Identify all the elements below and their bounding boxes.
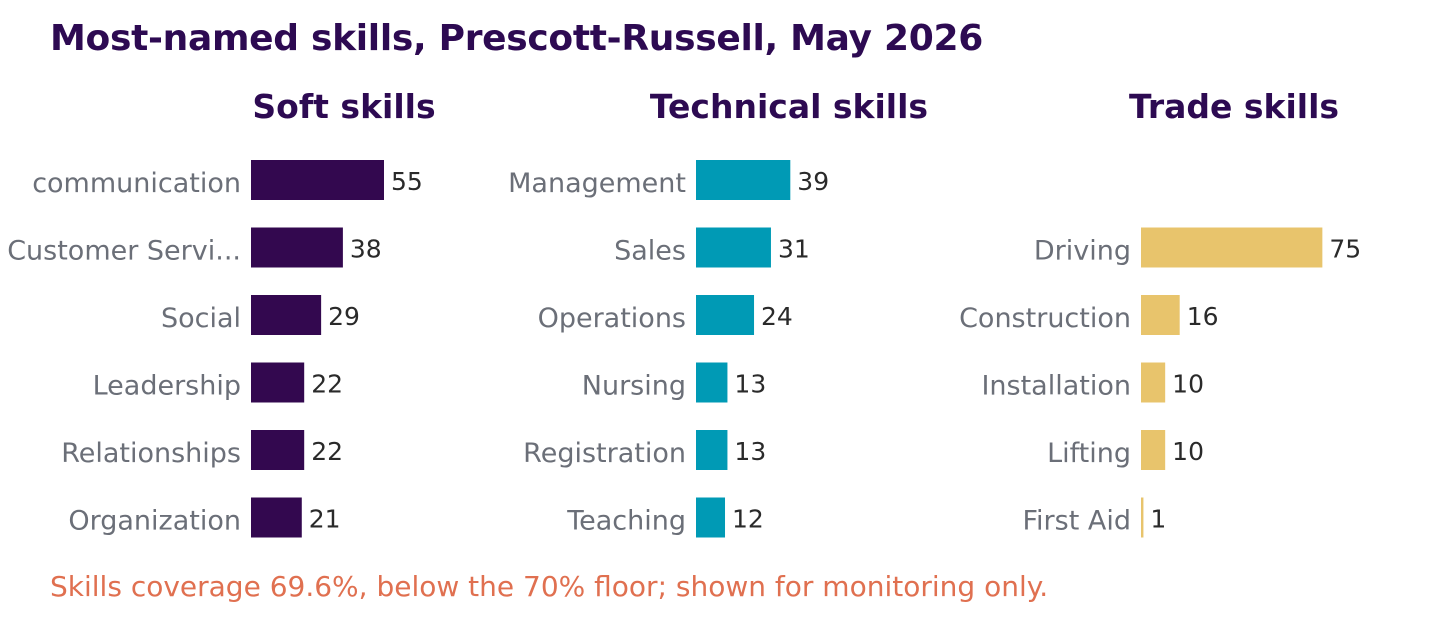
value-label-management: 39 <box>797 167 829 196</box>
value-label-registration: 13 <box>734 437 766 466</box>
value-label-first-aid: 1 <box>1150 505 1166 534</box>
bar-construction <box>1141 295 1180 335</box>
panel-trade-skills: Trade skills Driving 75 Construction 16 Insta… <box>959 87 1361 538</box>
value-label-driving: 75 <box>1329 235 1361 264</box>
category-label-construction: Construction <box>959 303 1131 334</box>
bar-first-aid <box>1141 497 1144 538</box>
panel-title-trade-skills: Trade skills <box>1129 87 1339 126</box>
category-label-driving: Driving <box>1034 236 1131 267</box>
bar-organization <box>251 497 302 538</box>
category-label-teaching: Teaching <box>566 506 686 537</box>
category-label-sales: Sales <box>614 236 686 267</box>
value-label-nursing: 13 <box>734 370 766 399</box>
value-label-social: 29 <box>328 302 360 331</box>
value-label-construction: 16 <box>1187 302 1219 331</box>
page-title: Most-named skills, Prescott-Russell, May… <box>50 18 983 59</box>
category-label-first-aid: First Aid <box>1022 506 1131 537</box>
value-label-leadership: 22 <box>311 370 343 399</box>
category-label-relationships: Relationships <box>61 438 241 469</box>
value-label-teaching: 12 <box>732 505 764 534</box>
value-label-customer-servi: 38 <box>350 235 382 264</box>
bar-driving <box>1141 227 1323 268</box>
value-label-relationships: 22 <box>311 437 343 466</box>
value-label-organization: 21 <box>309 505 341 534</box>
category-label-installation: Installation <box>981 371 1131 402</box>
bar-registration <box>696 430 728 470</box>
bar-management <box>696 160 791 200</box>
bar-lifting <box>1141 430 1166 470</box>
value-label-installation: 10 <box>1172 370 1204 399</box>
category-label-organization: Organization <box>68 506 241 537</box>
panel-title-technical-skills: Technical skills <box>650 87 928 126</box>
bar-nursing <box>696 362 728 403</box>
bar-customer-servi <box>251 227 343 268</box>
category-label-social: Social <box>161 303 241 334</box>
category-label-operations: Operations <box>538 303 686 334</box>
panel-technical-skills: Technical skills Management 39 Sales 31 Opera… <box>508 87 928 538</box>
bar-communication <box>251 160 384 200</box>
panel-title-soft-skills: Soft skills <box>252 87 435 126</box>
category-label-nursing: Nursing <box>582 371 686 402</box>
panel-soft-skills: Soft skills communication 55 Customer Servi… <box>7 87 436 538</box>
bar-relationships <box>251 430 305 470</box>
value-label-lifting: 10 <box>1172 437 1204 466</box>
category-label-customer-servi: Customer Servi... <box>7 236 241 267</box>
category-label-lifting: Lifting <box>1047 438 1131 469</box>
bar-leadership <box>251 362 305 403</box>
bar-installation <box>1141 362 1166 403</box>
category-label-registration: Registration <box>523 438 686 469</box>
bar-sales <box>696 227 771 268</box>
bar-social <box>251 295 322 335</box>
coverage-note: Skills coverage 69.6%, below the 70% flo… <box>50 570 1049 603</box>
bar-operations <box>696 295 755 335</box>
category-label-management: Management <box>508 168 686 199</box>
value-label-communication: 55 <box>391 167 423 196</box>
bar-teaching <box>696 497 726 538</box>
category-label-communication: communication <box>32 168 241 199</box>
value-label-operations: 24 <box>761 302 793 331</box>
category-label-leadership: Leadership <box>93 371 241 402</box>
value-label-sales: 31 <box>778 235 810 264</box>
